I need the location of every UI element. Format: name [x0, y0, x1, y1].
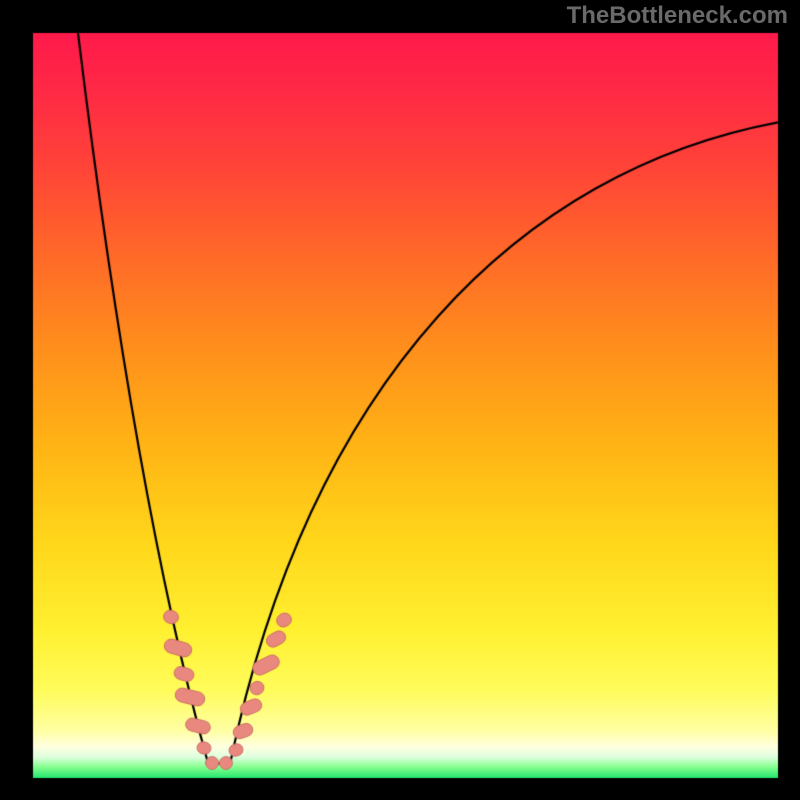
chart-container: TheBottleneck.com: [0, 0, 800, 800]
plot-canvas: [0, 0, 800, 800]
watermark-label: TheBottleneck.com: [567, 2, 788, 30]
